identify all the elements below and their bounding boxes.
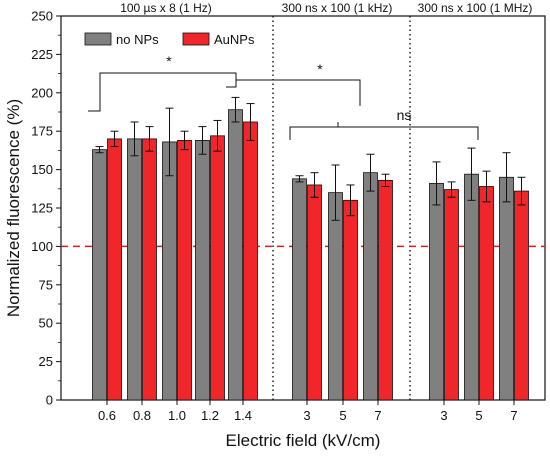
bar-no-nps-2 [162, 141, 177, 401]
x-tick-label: 5 [339, 408, 346, 423]
bar-aunps-1 [142, 138, 157, 401]
x-tick-label: 1.2 [201, 408, 219, 423]
bar-aunps-9 [479, 186, 494, 401]
bar-no-nps-4 [228, 109, 243, 401]
bar-aunps-7 [378, 179, 393, 401]
bar-aunps-0 [107, 138, 122, 401]
x-tick-label: 1.4 [234, 408, 252, 423]
y-tick-label: 150 [31, 162, 53, 177]
y-axis-title: Normalized fluorescence (%) [4, 99, 23, 317]
bar-aunps-10 [514, 190, 529, 401]
y-tick-label: 100 [31, 239, 53, 254]
x-tick-label: 1.0 [168, 408, 186, 423]
bar-aunps-5 [307, 184, 322, 401]
annotation-ns: ns [397, 107, 412, 123]
bar-no-nps-0 [92, 149, 107, 401]
y-tick-label: 250 [31, 9, 53, 24]
y-tick-label: 50 [39, 316, 53, 331]
y-tick-label: 125 [31, 201, 53, 216]
legend-label-no-nps: no NPs [116, 32, 159, 47]
bars-layer [92, 96, 529, 401]
bar-no-nps-5 [292, 178, 307, 401]
group-label-3: 300 ns x 100 (1 MHz) [418, 1, 533, 15]
y-tick-label: 225 [31, 47, 53, 62]
x-tick-label: 7 [374, 408, 381, 423]
significance-bracket-1 [88, 72, 237, 112]
bar-aunps-8 [444, 189, 459, 401]
bar-no-nps-6 [328, 192, 343, 401]
x-axis-title: Electric field (kV/cm) [226, 431, 381, 450]
bar-no-nps-1 [127, 138, 142, 401]
legend-swatch-aunps [182, 32, 210, 46]
x-tick-label: 0.8 [133, 408, 151, 423]
x-tick-label: 7 [510, 408, 517, 423]
x-tick-label: 3 [440, 408, 447, 423]
x-tick-label: 3 [303, 408, 310, 423]
legend-swatch-no-nps [84, 32, 112, 46]
y-tick-label: 75 [39, 277, 53, 292]
bar-aunps-3 [210, 135, 225, 401]
y-tick-label: 25 [39, 354, 53, 369]
y-tick-label: 175 [31, 124, 53, 139]
bar-aunps-2 [177, 140, 192, 401]
x-tick-label: 0.6 [98, 408, 116, 423]
bar-no-nps-10 [499, 176, 514, 401]
group-label-1: 100 µs x 8 (1 Hz) [120, 1, 212, 15]
y-tick-label: 0 [46, 393, 53, 408]
bar-no-nps-3 [195, 140, 210, 401]
legend: no NPs AuNPs [84, 32, 255, 47]
bar-no-nps-8 [429, 183, 444, 401]
y-tick-label: 200 [31, 85, 53, 100]
x-tick-label: 5 [475, 408, 482, 423]
significance-bracket-2 [236, 79, 361, 106]
bar-no-nps-9 [464, 173, 479, 401]
group-label-2: 300 ns x 100 (1 kHz) [282, 1, 393, 15]
annotation-star-2: * [317, 61, 323, 77]
annotation-layer: * * ns [88, 53, 479, 140]
annotation-star-1: * [166, 53, 172, 69]
bar-no-nps-7 [363, 172, 378, 401]
bar-aunps-4 [243, 121, 258, 401]
bar-aunps-6 [343, 199, 358, 401]
legend-label-aunps: AuNPs [214, 32, 255, 47]
